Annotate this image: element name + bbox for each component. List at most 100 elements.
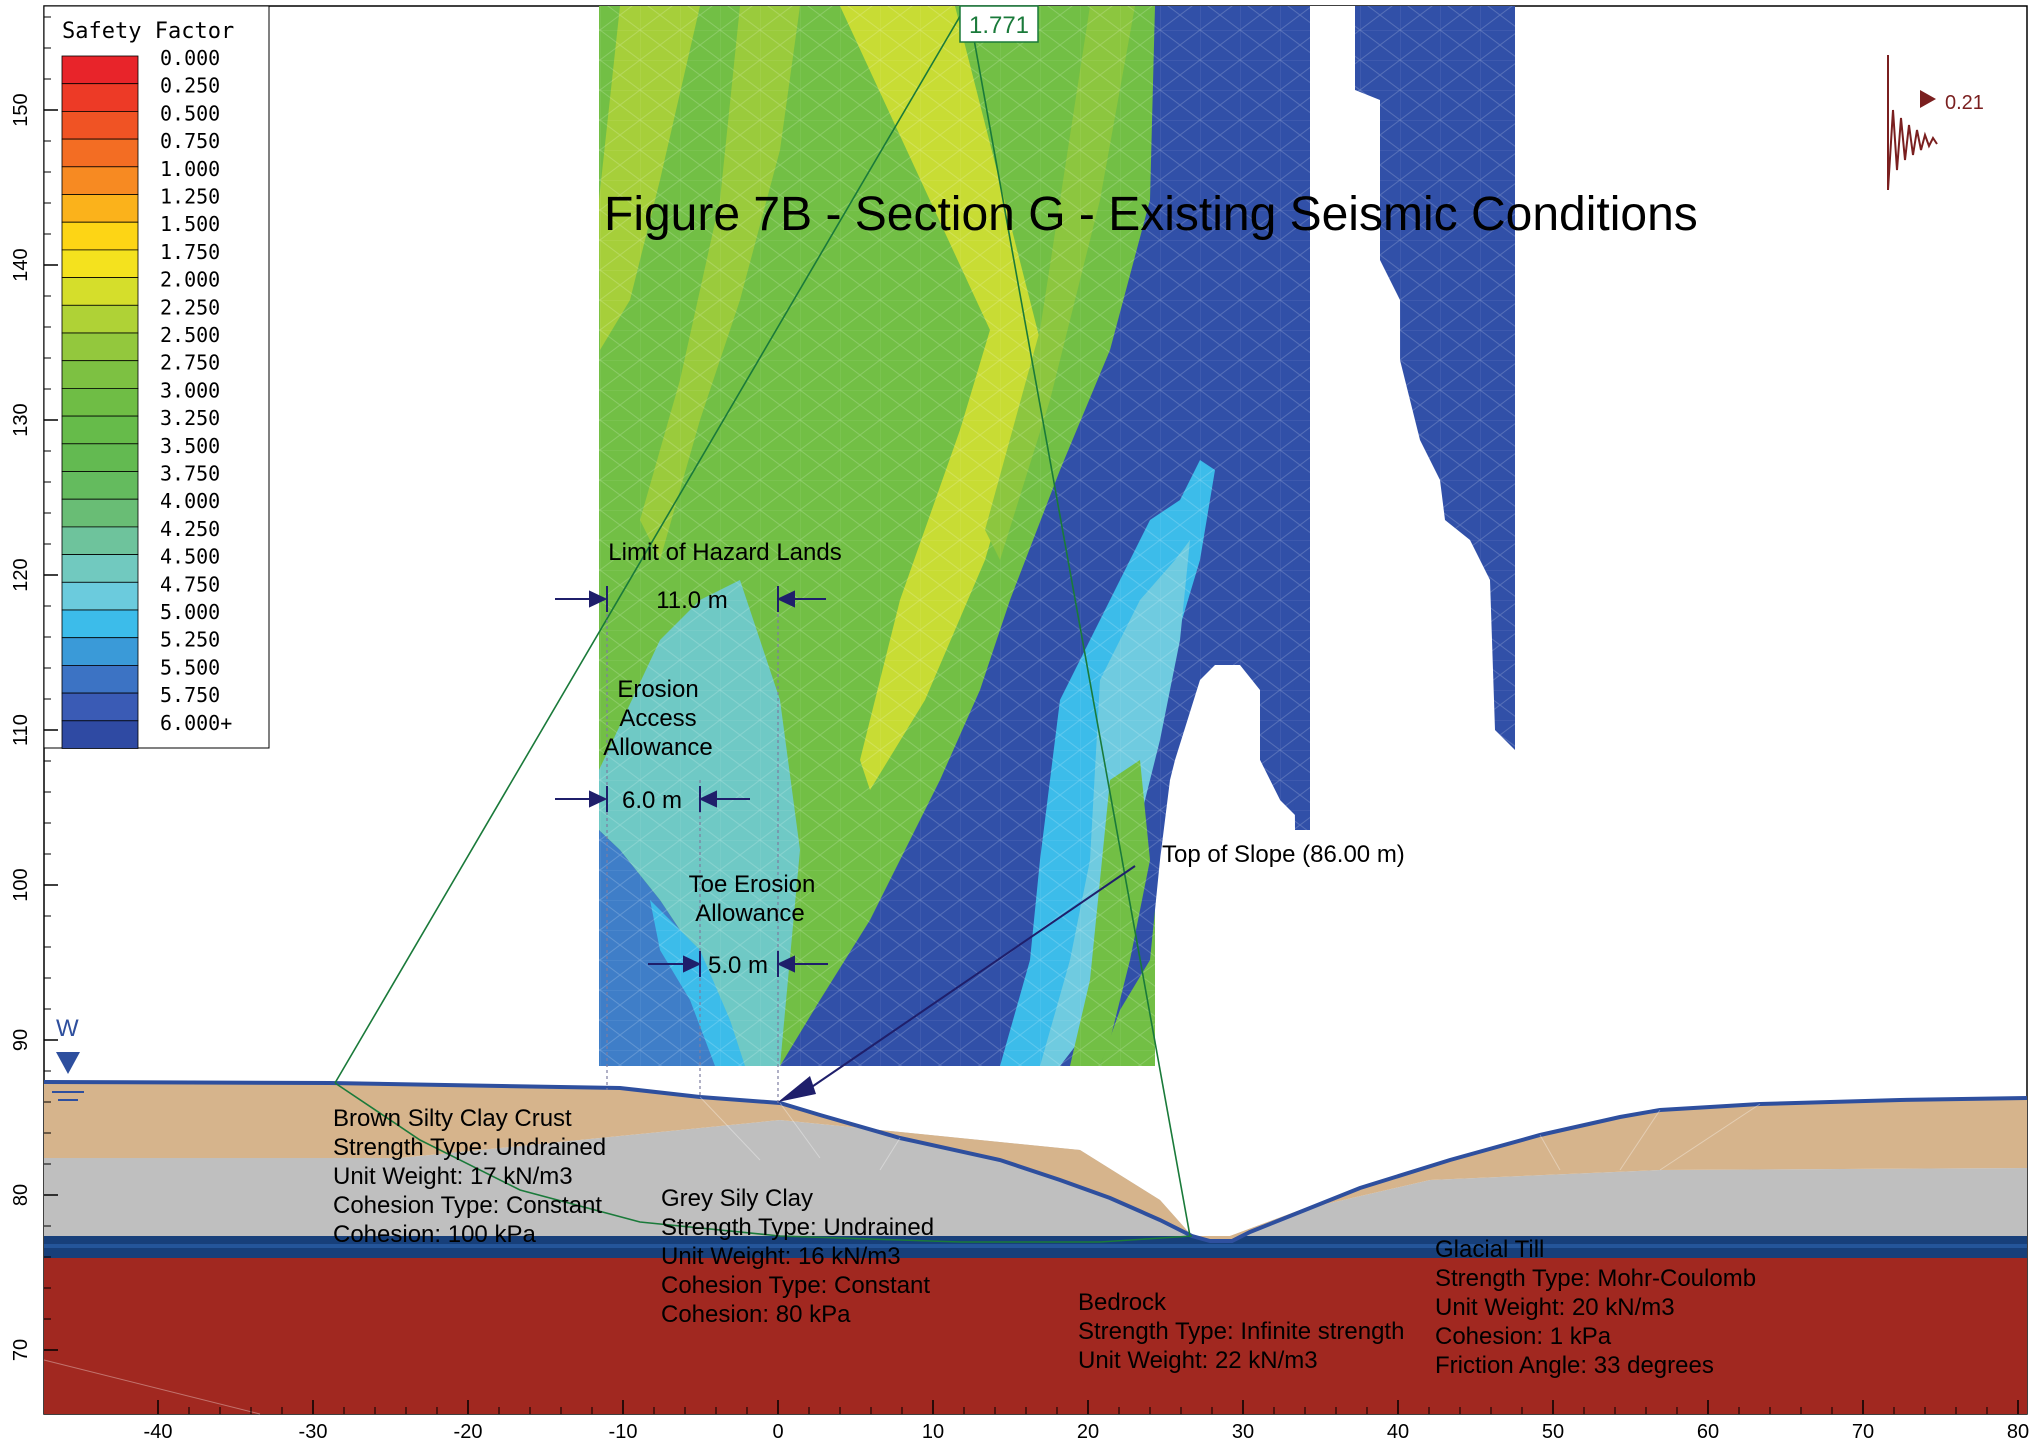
legend-label: 5.250: [160, 628, 220, 652]
legend-swatch: [61, 415, 139, 445]
ground-surface-line: [43, 1080, 2028, 1243]
legend-label: 2.750: [160, 351, 220, 375]
legend-label: 3.500: [160, 434, 220, 458]
legend-label: 1.500: [160, 212, 220, 236]
glacial-till-name: Glacial Till: [1435, 1236, 1544, 1263]
fos-label-box: [959, 5, 1039, 43]
legend-swatch: [61, 360, 139, 389]
y-axis: 70 80 90 100 110 120 130 140 150: [10, 16, 58, 1361]
x-tick-label: 50: [1542, 1421, 1564, 1443]
legend-label: 0.750: [160, 129, 220, 153]
bedrock-layer: [44, 1257, 2027, 1414]
grey-clay-cohesion: Cohesion: 80 kPa: [661, 1301, 851, 1328]
seismic-arrow-icon: [1920, 90, 1936, 108]
top-of-slope-arrowhead: [778, 1076, 816, 1102]
y-tick-label: 100: [10, 868, 32, 901]
legend-label: 5.500: [160, 655, 220, 679]
legend-label: 4.750: [160, 572, 220, 596]
legend-title: Safety Factor: [62, 19, 234, 44]
glacial-till-stripe: [44, 1244, 2027, 1248]
x-tick-label: -40: [144, 1421, 173, 1443]
hazard-limit-title: Limit of Hazard Lands: [608, 539, 841, 566]
y-tick-label: 140: [10, 248, 32, 281]
legend-swatch: [61, 443, 139, 472]
legend-label: 5.000: [160, 600, 220, 624]
brown-clay-cohesion-type: Cohesion Type: Constant: [333, 1192, 602, 1219]
legend-label: 6.000+: [160, 711, 232, 735]
annotations: Limit of Hazard Lands 11.0 m Erosion Acc…: [555, 539, 1405, 1102]
glacial-till-cohesion: Cohesion: 1 kPa: [1435, 1323, 1612, 1350]
y-tick-label: 150: [10, 93, 32, 126]
legend-swatch: [61, 166, 139, 195]
legend-label: 1.000: [160, 157, 220, 181]
legend-swatch: [61, 83, 139, 112]
grey-clay-strength: Strength Type: Undrained: [661, 1214, 934, 1241]
brown-clay-unit-weight: Unit Weight: 17 kN/m3: [333, 1163, 573, 1190]
legend-swatch: [61, 609, 139, 639]
legend-label: 3.000: [160, 378, 220, 402]
grey-clay-unit-weight: Unit Weight: 16 kN/m3: [661, 1243, 901, 1270]
top-of-slope-leader: [799, 865, 1136, 1096]
x-tick-label: 70: [1852, 1421, 1874, 1443]
x-tick-label: 0: [772, 1421, 783, 1443]
legend-swatch: [61, 498, 139, 528]
legend-swatch: [61, 221, 139, 251]
legend-swatch: [61, 55, 139, 85]
stratigraphy: [43, 1080, 2028, 1415]
legend-label: 2.500: [160, 323, 220, 347]
water-table-label: W: [56, 1015, 79, 1042]
safety-factor-legend: Safety Factor 0.000 0.250 0.500 0.750 1.000 1…: [43, 5, 270, 749]
legend-swatch: [61, 554, 139, 583]
brown-clay-name: Brown Silty Clay Crust: [333, 1105, 572, 1132]
slip-arc: [334, 1082, 1193, 1243]
brown-clay-layer: [44, 1082, 2027, 1241]
legend-swatch: [61, 387, 139, 417]
seismic-wave-icon: [1887, 55, 1938, 191]
grid-mesh: [599, 6, 1515, 1066]
x-tick-label: -20: [454, 1421, 483, 1443]
legend-label: 0.250: [160, 74, 220, 98]
grey-clay-layer: [44, 1120, 2027, 1236]
slip-surface: [334, 5, 1193, 1243]
legend-swatch: [61, 194, 139, 223]
legend-swatch: [61, 526, 139, 556]
bedrock-strength: Strength Type: Infinite strength: [1078, 1318, 1404, 1345]
glacial-till-strength: Strength Type: Mohr-Coulomb: [1435, 1265, 1756, 1292]
toe-erosion-line1: Toe Erosion: [689, 871, 816, 898]
grey-clay-name: Grey Sily Clay: [661, 1185, 813, 1212]
x-tick-label: -10: [609, 1421, 638, 1443]
y-tick-label: 90: [10, 1029, 32, 1051]
slip-line-right: [967, 5, 1191, 1237]
x-tick-label: 10: [922, 1421, 944, 1443]
brown-clay-strength: Strength Type: Undrained: [333, 1134, 606, 1161]
y-tick-label: 120: [10, 558, 32, 591]
x-tick-label: 40: [1387, 1421, 1409, 1443]
legend-swatch: [61, 665, 139, 694]
fos-label: 1.771: [969, 12, 1029, 39]
toe-erosion-line2: Allowance: [695, 900, 804, 927]
erosion-access-dimension: 6.0 m: [622, 787, 682, 814]
legend-label: 2.000: [160, 268, 220, 292]
legend-label: 3.250: [160, 406, 220, 430]
bedrock-unit-weight: Unit Weight: 22 kN/m3: [1078, 1347, 1318, 1374]
erosion-access-line1: Erosion: [617, 676, 698, 703]
legend-swatch: [61, 720, 139, 749]
legend-label: 4.500: [160, 545, 220, 569]
legend-label: 1.250: [160, 185, 220, 209]
water-table-marker: W: [52, 1015, 84, 1101]
glacial-till-unit-weight: Unit Weight: 20 kN/m3: [1435, 1294, 1675, 1321]
legend-swatch: [61, 249, 139, 278]
dimension-guides: [606, 590, 779, 1103]
toe-erosion-dimension: 5.0 m: [708, 952, 768, 979]
y-tick-label: 110: [10, 714, 32, 746]
legend-label: 4.000: [160, 489, 220, 513]
x-tick-label: 30: [1232, 1421, 1254, 1443]
hazard-limit-dimension: 11.0 m: [656, 587, 728, 614]
x-tick-label: 60: [1697, 1421, 1719, 1443]
legend-label: 1.750: [160, 240, 220, 264]
bedrock-name: Bedrock: [1078, 1289, 1167, 1316]
legend-swatch: [61, 111, 139, 140]
water-triangle-icon: [56, 1052, 80, 1074]
y-tick-label: 70: [10, 1339, 32, 1361]
